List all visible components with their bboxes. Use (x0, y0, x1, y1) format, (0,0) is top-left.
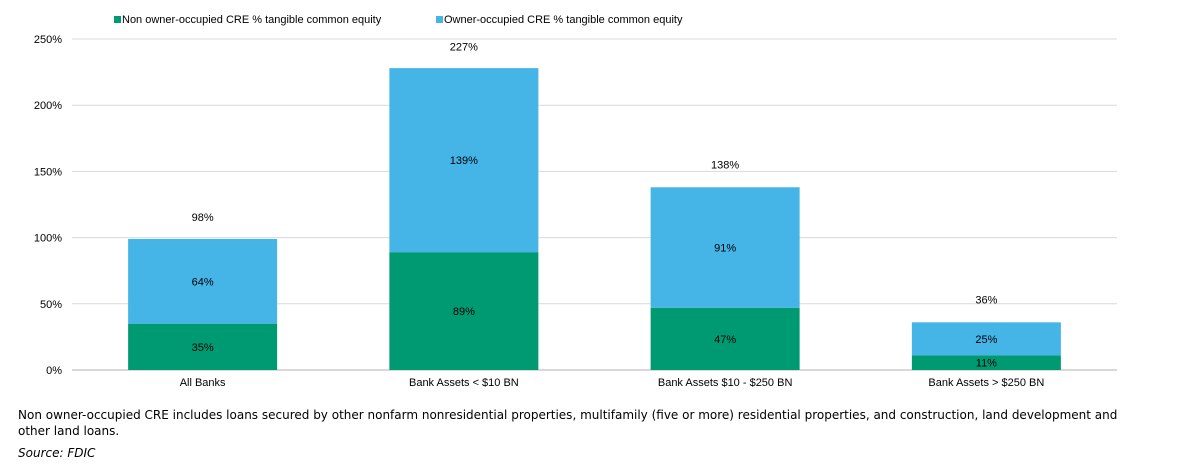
x-tick-label: Bank Assets < $10 BN (409, 377, 519, 389)
data-label: 91% (714, 243, 736, 255)
total-label: 227% (450, 41, 478, 53)
legend-label: Owner-occupied CRE % tangible common equ… (444, 14, 683, 26)
x-tick-label: All Banks (180, 377, 226, 389)
legend-swatch (436, 16, 443, 23)
bar-segment-non-owner-occupied (911, 355, 1061, 370)
y-tick-label: 0% (46, 365, 62, 377)
y-tick-label: 100% (34, 233, 62, 245)
y-tick-label: 150% (34, 166, 62, 178)
bar-segment-owner-occupied (389, 68, 539, 253)
legend-swatch (114, 16, 121, 23)
data-label: 139% (450, 155, 478, 167)
data-label: 11% (976, 358, 997, 370)
data-label: 25% (975, 334, 997, 346)
total-label: 98% (192, 212, 214, 224)
total-label: 36% (975, 294, 997, 306)
y-tick-label: 250% (34, 34, 62, 46)
data-label: 35% (192, 342, 214, 354)
data-label: 64% (192, 276, 214, 288)
y-tick-label: 50% (40, 299, 62, 311)
source-note: Source: FDIC (18, 446, 96, 460)
x-tick-label: Bank Assets $10 - $250 BN (658, 377, 793, 389)
bar-segment-owner-occupied (128, 238, 278, 324)
bar-segment-non-owner-occupied (389, 252, 539, 370)
stacked-bar-chart: 0% 50% 100% 150% 200% 250% 35% 64% 98% All Banks 8… (34, 14, 1117, 389)
data-label: 47% (714, 334, 736, 346)
footnote: Non owner-occupied CRE includes loans se… (18, 408, 1118, 438)
legend-label: Non owner-occupied CRE % tangible common… (122, 14, 382, 26)
y-tick-label: 200% (34, 100, 62, 112)
bar-segment-owner-occupied (911, 322, 1061, 356)
bar-segment-owner-occupied (650, 187, 800, 308)
data-label: 89% (453, 306, 475, 318)
x-tick-label: Bank Assets > $250 BN (928, 377, 1044, 389)
total-label: 138% (711, 159, 739, 171)
bar-segment-non-owner-occupied (650, 307, 800, 370)
bar-segment-non-owner-occupied (128, 323, 278, 370)
